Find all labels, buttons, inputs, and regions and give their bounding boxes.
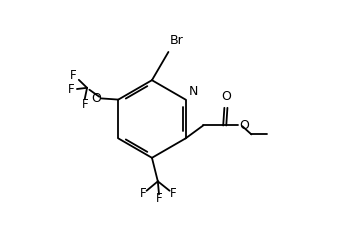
Text: O: O: [221, 90, 231, 103]
Text: F: F: [70, 69, 77, 82]
Text: N: N: [189, 85, 198, 98]
Text: F: F: [81, 98, 88, 111]
Text: Br: Br: [170, 34, 183, 47]
Text: O: O: [240, 119, 250, 132]
Text: F: F: [170, 187, 176, 200]
Text: F: F: [140, 187, 146, 200]
Text: F: F: [68, 83, 74, 95]
Text: F: F: [156, 192, 162, 205]
Text: O: O: [92, 92, 101, 105]
